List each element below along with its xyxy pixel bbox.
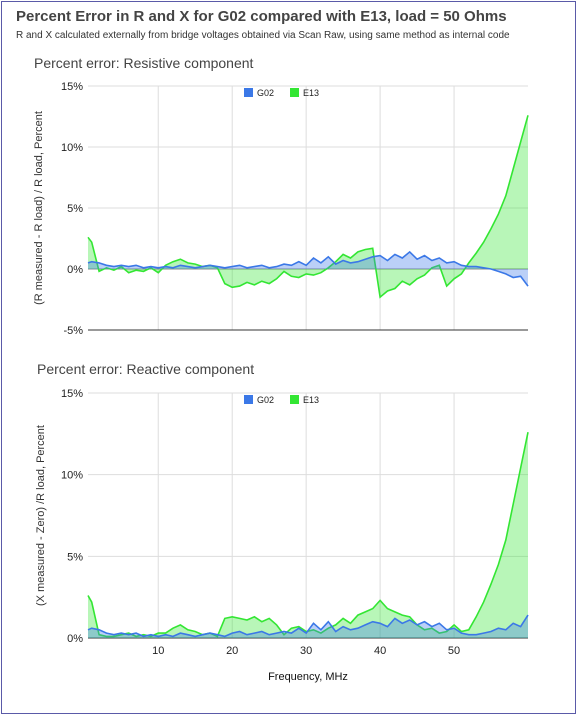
series-line-e13 bbox=[87, 115, 529, 299]
x-tick-label: 20 bbox=[226, 645, 238, 657]
x-tick-label: 30 bbox=[300, 645, 312, 657]
x-tick-label: 40 bbox=[374, 645, 386, 657]
legend-swatch-g02 bbox=[244, 88, 253, 97]
y-tick-label: 5% bbox=[67, 203, 83, 215]
legend-swatch-e13 bbox=[290, 395, 299, 404]
series-area-e13 bbox=[88, 432, 528, 638]
chart-2: Percent error: Reactive component 0% 5% 10%… bbox=[35, 361, 529, 683]
chart-title: Percent error: Resistive component bbox=[34, 55, 254, 71]
legend-label-g02: G02 bbox=[257, 88, 274, 98]
y-tick-label: -5% bbox=[63, 325, 83, 337]
series-line-g02 bbox=[87, 614, 529, 638]
legend: G02 E13 bbox=[244, 88, 319, 98]
chart-title: Percent error: Reactive component bbox=[37, 361, 254, 377]
x-tick-label: 10 bbox=[152, 645, 164, 657]
x-axis-label: Frequency, MHz bbox=[268, 671, 348, 683]
series-area-g02 bbox=[88, 251, 528, 287]
legend: G02 E13 bbox=[244, 395, 319, 405]
y-axis-label: (R measured - R load) / R load, Percent bbox=[33, 111, 45, 305]
y-tick-label: 0% bbox=[67, 633, 83, 645]
legend-label-g02: G02 bbox=[257, 395, 274, 405]
legend-label-e13: E13 bbox=[303, 88, 319, 98]
y-tick-label: 15% bbox=[61, 388, 83, 400]
y-tick-label: 10% bbox=[61, 470, 83, 482]
legend-swatch-e13 bbox=[290, 88, 299, 97]
y-axis-label: (X measured - Zero) /R load, Percent bbox=[35, 425, 47, 606]
chart-1: Percent error: Resistive component -5% 0% 5… bbox=[33, 55, 529, 337]
page-title: Percent Error in R and X for G02 compare… bbox=[16, 8, 507, 25]
y-tick-label: 0% bbox=[67, 264, 83, 276]
y-tick-label: 15% bbox=[61, 81, 83, 93]
series-area-g02 bbox=[88, 615, 528, 638]
page-subtitle: R and X calculated externally from bridg… bbox=[16, 30, 510, 41]
x-tick-label: 50 bbox=[448, 645, 460, 657]
legend-swatch-g02 bbox=[244, 395, 253, 404]
y-tick-label: 10% bbox=[61, 142, 83, 154]
series-line-g02 bbox=[87, 250, 529, 287]
legend-label-e13: E13 bbox=[303, 395, 319, 405]
series-line-e13 bbox=[87, 432, 529, 638]
y-tick-label: 5% bbox=[67, 551, 83, 563]
